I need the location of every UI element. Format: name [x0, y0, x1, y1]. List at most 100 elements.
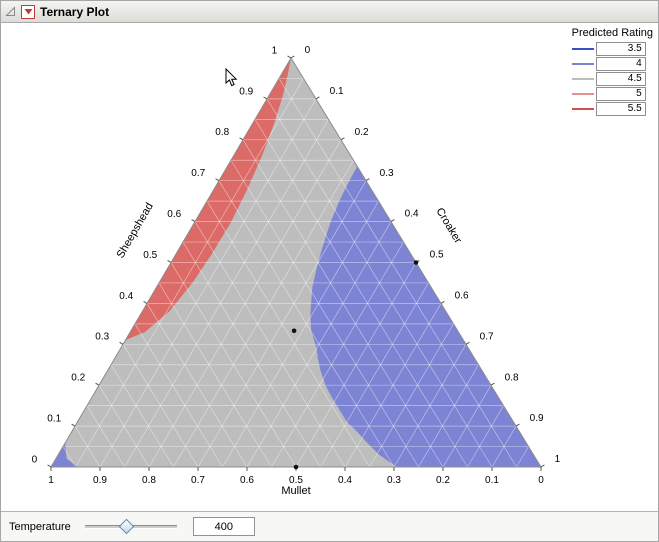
legend-value-box[interactable]: 5.5: [595, 101, 646, 116]
axis-tick: [143, 300, 148, 304]
grid-line: [491, 425, 517, 468]
tick-label: 0.9: [93, 475, 107, 486]
temperature-control-bar: Temperature: [1, 511, 658, 541]
grid-line: [62, 446, 76, 468]
tick-label: 0.3: [387, 475, 401, 486]
grid-line: [320, 282, 429, 468]
temperature-slider[interactable]: [84, 518, 177, 535]
report-title: Ternary Plot: [40, 4, 110, 19]
axis-tick: [71, 423, 76, 427]
tick-label: 0.6: [167, 209, 181, 220]
axis-tick: [167, 260, 172, 263]
red-triangle-menu-icon[interactable]: [21, 4, 35, 19]
grid-line: [86, 405, 125, 468]
grid-line: [369, 323, 454, 468]
grid-line: [278, 78, 517, 468]
tick-label: 0.5: [430, 250, 444, 261]
predicted-rating-legend: Predicted Rating 3.5 4 4.5 5 5.5: [571, 27, 653, 117]
tick-label: 0.8: [215, 127, 229, 138]
grid-line: [146, 303, 248, 468]
grid-line: [158, 282, 272, 468]
axis-tick: [490, 382, 495, 386]
tick-label: 0.6: [455, 291, 469, 302]
tick-label: 0.9: [530, 413, 544, 424]
legend-value-box[interactable]: 4.5: [595, 71, 646, 86]
axis-tick: [340, 137, 345, 141]
tick-label: 0.7: [191, 475, 205, 486]
legend-value-box[interactable]: 5: [595, 86, 646, 101]
grid-line: [442, 385, 492, 468]
outline-disclosure-icon[interactable]: [5, 6, 16, 17]
grid-line: [230, 160, 419, 468]
tick-label: 0.9: [239, 86, 253, 97]
axis-tick: [191, 219, 196, 223]
grid-line: [271, 241, 404, 468]
titlebar: Ternary Plot: [1, 1, 658, 23]
tick-label: 0.8: [505, 372, 519, 383]
grid-line: [467, 405, 504, 468]
legend-row[interactable]: 5: [571, 86, 653, 101]
legend-value-box[interactable]: 4: [595, 56, 646, 71]
tick-label: 1: [555, 454, 561, 465]
axis-tick: [95, 382, 100, 386]
legend-line-swatch: [571, 47, 594, 50]
tick-label: 0.7: [480, 331, 494, 342]
bottom-axis-title: Mullet: [281, 485, 310, 497]
predicted-4-corner-region: [51, 442, 78, 467]
data-point[interactable]: [291, 328, 297, 334]
axis-tick: [465, 341, 470, 345]
tick-label: 0.2: [71, 373, 85, 384]
legend-line-swatch: [571, 77, 594, 80]
grid-line: [173, 160, 354, 468]
slider-thumb-icon[interactable]: [118, 518, 135, 534]
legend-row[interactable]: 3.5: [571, 41, 653, 56]
tick-label: 0.4: [338, 475, 352, 486]
grid-line: [206, 200, 370, 468]
data-point[interactable]: [293, 464, 299, 470]
temperature-input[interactable]: [192, 517, 255, 536]
grid-line: [74, 425, 101, 468]
axis-tick: [290, 55, 295, 59]
axis-tick: [540, 464, 545, 468]
tick-label: 1: [272, 45, 278, 56]
axis-tick: [263, 96, 268, 100]
tick-label: 0.4: [405, 209, 419, 220]
axis-tick: [440, 300, 445, 304]
legend-line-swatch: [571, 107, 594, 110]
legend-line-swatch: [571, 62, 594, 65]
grid-line: [134, 323, 223, 468]
tick-label: 0.3: [95, 332, 109, 343]
grid-line: [182, 241, 321, 468]
legend-row[interactable]: 4: [571, 56, 653, 71]
tick-label: 0: [538, 475, 544, 486]
ternary-plot-canvas[interactable]: 0 0 0 0.1 0.1 0.1 0.2 0.2 0.2 0.3 0.3 0.3 0.4 0.4 0.4 0…: [1, 23, 659, 513]
legend-title: Predicted Rating: [571, 27, 653, 39]
tick-label: 0.3: [380, 168, 394, 179]
data-point[interactable]: [413, 260, 419, 265]
tick-label: 0: [32, 454, 38, 465]
grid-line: [516, 446, 529, 468]
tick-label: 0.4: [119, 291, 133, 302]
legend-row[interactable]: 5.5: [571, 101, 653, 116]
tick-label: 0.1: [485, 475, 499, 486]
axis-tick: [365, 178, 370, 182]
axis-tick: [239, 137, 244, 141]
legend-row[interactable]: 4.5: [571, 71, 653, 86]
grid-line: [393, 344, 467, 468]
grid-line: [110, 364, 174, 468]
tick-label: 0.6: [240, 475, 254, 486]
tick-label: 0.2: [436, 475, 450, 486]
tick-label: 0.5: [143, 250, 157, 261]
grid-line: [170, 262, 297, 468]
legend-value-box[interactable]: 3.5: [595, 41, 646, 56]
temperature-label: Temperature: [9, 520, 71, 533]
tick-label: 1: [48, 475, 54, 486]
axis-tick: [287, 55, 292, 59]
axis-tick: [390, 219, 395, 223]
axis-tick: [215, 178, 220, 182]
tick-label: 0: [305, 45, 311, 56]
grid-line: [295, 262, 417, 468]
legend-rows: 3.5 4 4.5 5 5.5: [571, 41, 653, 116]
right-axis-title: Croaker: [433, 206, 464, 246]
